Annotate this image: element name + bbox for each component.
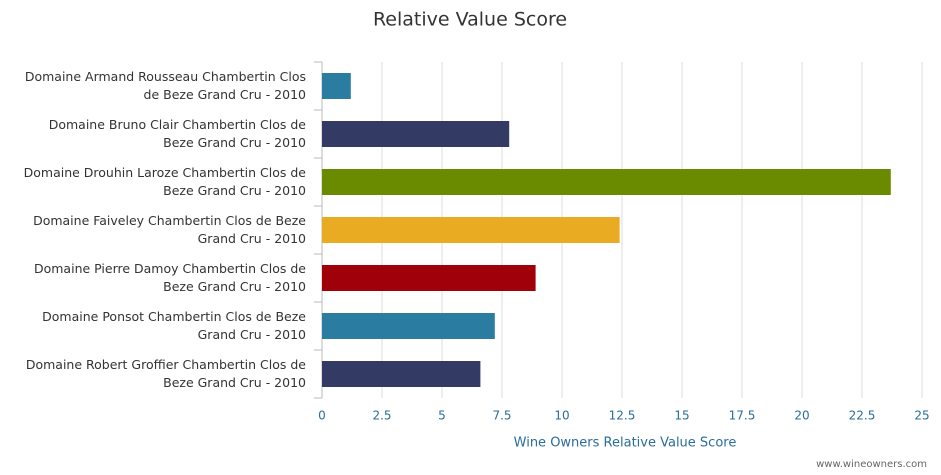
x-tick-label: 12.5 xyxy=(609,409,636,423)
bar xyxy=(322,361,481,387)
bar xyxy=(322,121,510,147)
y-tick-label: Domaine Bruno Clair Chambertin Clos de B… xyxy=(48,117,306,150)
y-tick-label: Domaine Drouhin Laroze Chambertin Clos d… xyxy=(23,165,306,198)
x-tick-label: 2.5 xyxy=(372,409,391,423)
x-tick-label: 0 xyxy=(318,409,326,423)
x-tick-label: 5 xyxy=(438,409,446,423)
x-tick-label: 25 xyxy=(914,409,929,423)
y-tick-label: Domaine Faiveley Chambertin Clos de Beze… xyxy=(33,213,306,246)
x-tick-label: 15 xyxy=(674,409,689,423)
bar xyxy=(322,265,536,291)
x-tick-label: 20 xyxy=(794,409,809,423)
credit: www.wineowners.com xyxy=(816,459,927,470)
chart-title: Relative Value Score xyxy=(373,9,567,31)
y-tick-label: Domaine Robert Groffier Chambertin Clos … xyxy=(25,357,306,390)
bar xyxy=(322,313,495,339)
y-tick-label: Domaine Armand Rousseau Chambertin Clos … xyxy=(24,69,306,102)
x-tick-label: 22.5 xyxy=(849,409,876,423)
x-tick-label: 17.5 xyxy=(729,409,756,423)
bar xyxy=(322,217,620,243)
x-axis-title: Wine Owners Relative Value Score xyxy=(514,436,737,451)
bar xyxy=(322,169,891,195)
x-tick-label: 10 xyxy=(554,409,569,423)
y-tick-label: Domaine Pierre Damoy Chambertin Clos de … xyxy=(33,261,306,294)
bar xyxy=(322,73,351,99)
x-tick-label: 7.5 xyxy=(492,409,511,423)
y-tick-label: Domaine Ponsot Chambertin Clos de Beze G… xyxy=(42,309,306,342)
